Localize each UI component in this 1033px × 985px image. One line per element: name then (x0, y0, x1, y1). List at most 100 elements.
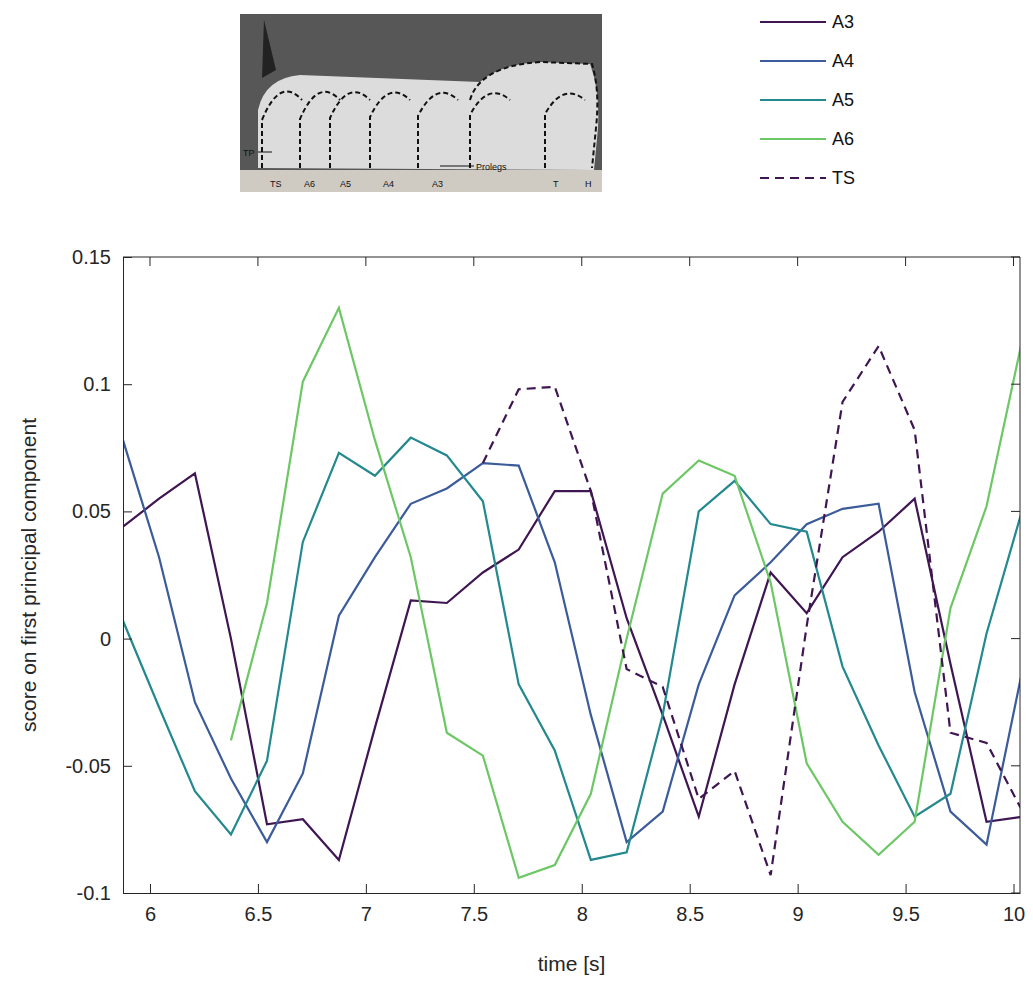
series-line (483, 346, 1020, 875)
tick-label: 0 (100, 628, 111, 650)
tick-label: 8 (577, 903, 588, 925)
y-axis-title: score on first principal component (17, 418, 40, 732)
inset-segment (300, 92, 340, 168)
plot-area (123, 308, 1020, 878)
tick-mark (150, 884, 151, 893)
inset-pointer (440, 166, 474, 167)
x-axis-title: time [s] (538, 952, 606, 975)
frame-right (1020, 257, 1021, 893)
tick-mark (149, 257, 150, 266)
tick-label: 0.15 (72, 246, 111, 268)
legend-label: A6 (832, 129, 854, 149)
tick: 7.5 (460, 884, 488, 925)
inset-label: TS (270, 179, 282, 189)
tick-mark (123, 893, 132, 894)
tick-mark (258, 884, 259, 893)
inset-label: TP (243, 148, 255, 158)
inset-horn (262, 20, 276, 78)
legend-label: A5 (832, 90, 854, 110)
tick-label: 9 (793, 903, 804, 925)
tick-mark (365, 257, 366, 266)
tick-mark (123, 384, 132, 385)
tick-mark (123, 766, 132, 767)
inset-photo: TP TS A6 A5 A4 A3 Prolegs T H (240, 14, 602, 192)
inset-segment (470, 93, 510, 168)
tick: 0 (100, 628, 132, 650)
tick-label: -0.1 (77, 882, 111, 904)
tick-mark (473, 257, 474, 266)
tick-mark (1011, 384, 1020, 385)
tick-mark (689, 257, 690, 266)
tick-mark (1011, 765, 1020, 766)
inset-segment (330, 92, 370, 168)
axis-line (124, 893, 1021, 894)
inset-segment (370, 93, 410, 168)
inset-segment (418, 93, 458, 168)
tick: -0.1 (77, 882, 132, 904)
tick-mark (257, 257, 258, 266)
tick-label: 7 (361, 903, 372, 925)
y-axis: -0.1 -0.05 0 0.05 0.1 0.15 (65, 246, 132, 904)
legend: A3 A4 A5 A6 TS (760, 12, 855, 188)
tick-mark (1011, 893, 1020, 894)
inset-segment (545, 94, 585, 168)
tick: 7 (361, 884, 372, 925)
inset-body (258, 62, 598, 170)
tick: 0.1 (83, 373, 132, 395)
tick-label: 0.1 (83, 373, 111, 395)
inset-outline (470, 62, 597, 168)
tick-label: 6.5 (245, 903, 273, 925)
tick-label: 9.5 (892, 903, 920, 925)
tick-mark (690, 884, 691, 893)
inset-label: A4 (383, 179, 394, 189)
tick-mark (582, 884, 583, 893)
tick-mark (366, 884, 367, 893)
tick-mark (906, 884, 907, 893)
legend-swatch (760, 21, 826, 23)
legend-swatch (760, 177, 826, 179)
tick-mark (123, 639, 132, 640)
inset-background (240, 14, 602, 192)
inset-label: T (553, 179, 559, 189)
series-line (231, 308, 1020, 878)
tick-mark (1011, 511, 1020, 512)
axis-line (123, 258, 124, 894)
tick-mark (1011, 638, 1020, 639)
tick: 0.05 (72, 500, 132, 522)
inset-label: H (585, 179, 592, 189)
tick-label: 6 (145, 903, 156, 925)
tick-label: 10 (1003, 903, 1025, 925)
inset-label: Prolegs (476, 162, 507, 172)
tick: 10 (1003, 884, 1025, 925)
legend-label: A4 (832, 51, 854, 71)
tick-mark (1014, 884, 1015, 893)
inset-label: A3 (432, 179, 443, 189)
inset-label: A6 (304, 179, 315, 189)
chart: TP TS A6 A5 A4 A3 Prolegs T H 6 6.5 7 7.5 8 8.5 9 9.5 10 -… (0, 0, 1033, 985)
legend-label: TS (832, 168, 855, 188)
legend-swatch (760, 99, 826, 101)
tick-mark (797, 257, 798, 266)
tick: 9.5 (892, 884, 920, 925)
tick-label: 7.5 (460, 903, 488, 925)
series-line (123, 438, 1020, 860)
tick-mark (581, 257, 582, 266)
tick: 6 (145, 884, 156, 925)
tick: 8 (577, 884, 588, 925)
legend-swatch (760, 138, 826, 140)
tick-mark (905, 257, 906, 266)
tick-mark (474, 884, 475, 893)
tick: 9 (793, 884, 804, 925)
tick-mark (1011, 257, 1020, 258)
tick-mark (123, 511, 132, 512)
legend-label: A3 (832, 12, 854, 32)
inset-pointer (258, 152, 272, 153)
inset-segment (262, 92, 302, 168)
inset-label: A5 (340, 179, 351, 189)
tick-label: 8.5 (676, 903, 704, 925)
tick-label: -0.05 (65, 755, 111, 777)
x-axis: 6 6.5 7 7.5 8 8.5 9 9.5 10 (124, 884, 1026, 925)
tick: -0.05 (65, 755, 132, 777)
tick-mark (1013, 257, 1014, 266)
tick-mark (798, 884, 799, 893)
